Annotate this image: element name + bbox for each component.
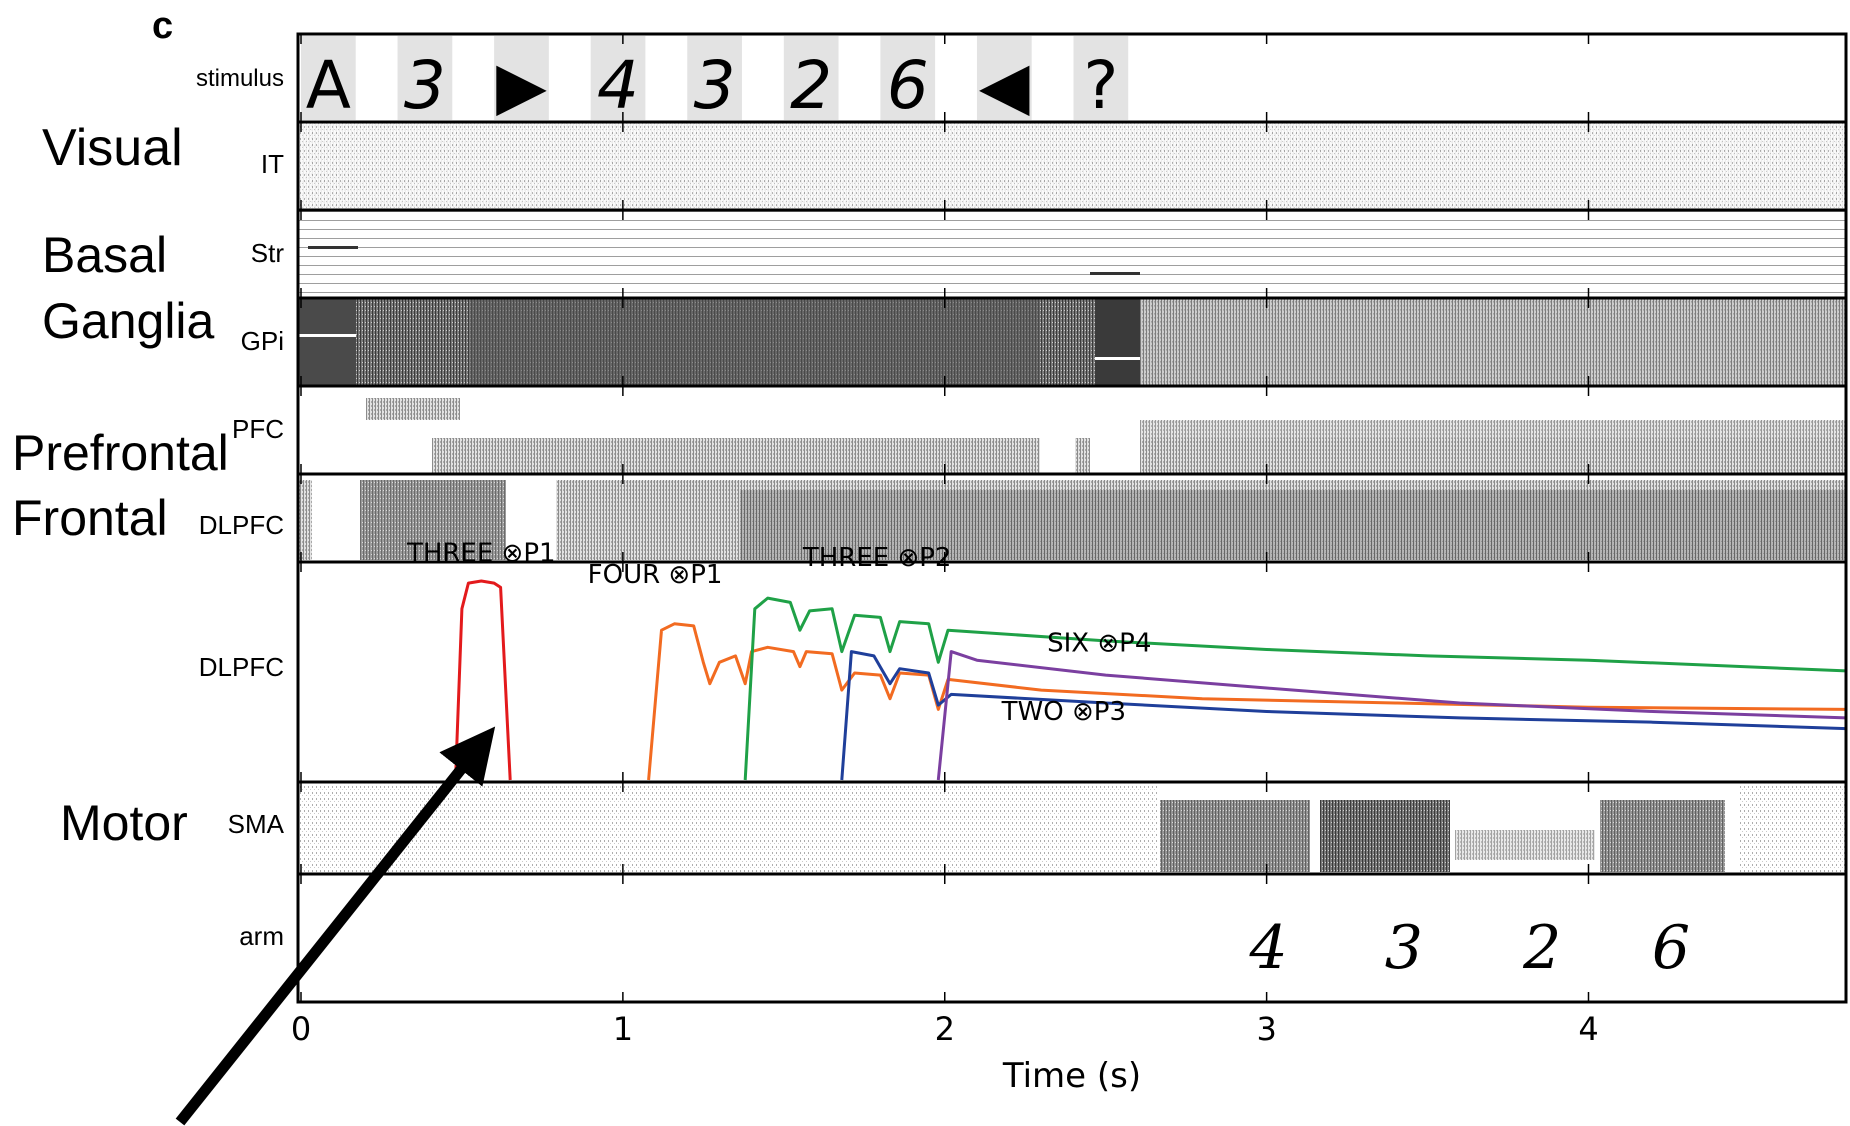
stimulus-box-3 bbox=[590, 36, 646, 120]
series-line-red bbox=[454, 579, 512, 781]
dlpfc-raster bbox=[298, 480, 1846, 560]
stimulus-box-5 bbox=[783, 36, 839, 120]
x-tick-label-2: 2 bbox=[935, 1010, 955, 1048]
arm-digit-2: 2 bbox=[1522, 913, 1561, 983]
stimulus-box-6 bbox=[880, 36, 936, 120]
x-tick-label-0: 0 bbox=[291, 1010, 311, 1048]
x-axis-label: Time (s) bbox=[1002, 1056, 1141, 1096]
dlpfc-line-plot: THREE ⊗P1 FOUR ⊗P1 THREE ⊗P2 SIX ⊗P4 TWO ⊗P3 bbox=[406, 539, 1847, 781]
arm-row: 4 3 2 6 bbox=[1249, 913, 1691, 983]
stimulus-box-2 bbox=[494, 36, 549, 120]
str-raster bbox=[298, 210, 1846, 298]
line-annotation-0: THREE ⊗P1 bbox=[406, 539, 556, 569]
it-raster bbox=[298, 122, 1846, 210]
line-annotation-4: TWO ⊗P3 bbox=[1001, 697, 1126, 727]
region-label-visual: Visual bbox=[42, 119, 183, 177]
stimulus-symbol-1: 3 bbox=[404, 47, 446, 124]
x-tick-label-1: 1 bbox=[613, 1010, 633, 1048]
x-tick-labels: 0 1 2 3 4 bbox=[291, 1010, 1599, 1048]
region-label-basal: Basal bbox=[42, 227, 167, 283]
row-label-pfc: PFC bbox=[232, 414, 284, 444]
stimulus-symbol-5: 2 bbox=[790, 47, 832, 124]
stimulus-symbol-0: A bbox=[306, 47, 351, 124]
row-label-it: IT bbox=[261, 149, 284, 179]
arm-digit-1: 3 bbox=[1385, 913, 1423, 983]
row-label-str: Str bbox=[251, 238, 285, 268]
region-label-motor: Motor bbox=[60, 795, 188, 851]
callout-arrow bbox=[175, 726, 496, 1126]
row-label-sma: SMA bbox=[228, 809, 285, 839]
time-ticks bbox=[300, 34, 1590, 1002]
x-tick-label-4: 4 bbox=[1578, 1010, 1598, 1048]
row-label-arm: arm bbox=[239, 921, 284, 951]
panel-borders bbox=[296, 32, 1848, 1004]
region-label-frontal: Frontal bbox=[12, 490, 168, 546]
series-line-orange bbox=[647, 622, 1847, 781]
panel-letter: c bbox=[152, 5, 173, 47]
stimulus-symbol-6: 6 bbox=[887, 47, 929, 124]
series-line-green bbox=[743, 596, 1847, 781]
stimulus-symbol-4: 3 bbox=[694, 47, 736, 124]
x-tick-label-3: 3 bbox=[1256, 1010, 1276, 1048]
line-annotation-1: FOUR ⊗P1 bbox=[588, 560, 723, 590]
row-label-dlpfc-lines: DLPFC bbox=[199, 652, 284, 682]
stimulus-box-4 bbox=[687, 36, 742, 120]
series-line-blue bbox=[840, 650, 1847, 781]
stimulus-symbol-3: 4 bbox=[597, 47, 639, 124]
series-line-purple bbox=[936, 650, 1847, 781]
arm-digit-3: 6 bbox=[1652, 913, 1690, 983]
gpi-raster bbox=[298, 298, 1846, 386]
region-label-prefrontal: Prefrontal bbox=[12, 425, 229, 481]
stimulus-row: A 3 ▶ 4 3 2 6 ◀? bbox=[301, 36, 1129, 124]
stimulus-box-0 bbox=[301, 36, 356, 120]
row-label-stimulus: stimulus bbox=[196, 65, 284, 92]
stimulus-box-1 bbox=[397, 36, 453, 120]
row-label-gpi: GPi bbox=[241, 326, 284, 356]
row-label-dlpfc-raster: DLPFC bbox=[199, 510, 284, 540]
line-annotation-3: SIX ⊗P4 bbox=[1047, 629, 1151, 659]
sma-raster bbox=[298, 786, 1846, 874]
stimulus-box-8 bbox=[1073, 36, 1129, 120]
pfc-raster bbox=[366, 398, 1846, 474]
line-annotation-2: THREE ⊗P2 bbox=[802, 543, 952, 573]
region-label-ganglia: Ganglia bbox=[42, 293, 215, 349]
stimulus-symbol-7: ◀ bbox=[979, 47, 1030, 124]
stimulus-box-7 bbox=[976, 36, 1032, 120]
stimulus-symbol-8: ? bbox=[1083, 47, 1118, 124]
stimulus-symbol-2: ▶ bbox=[496, 47, 547, 124]
arm-digit-0: 4 bbox=[1249, 913, 1288, 983]
